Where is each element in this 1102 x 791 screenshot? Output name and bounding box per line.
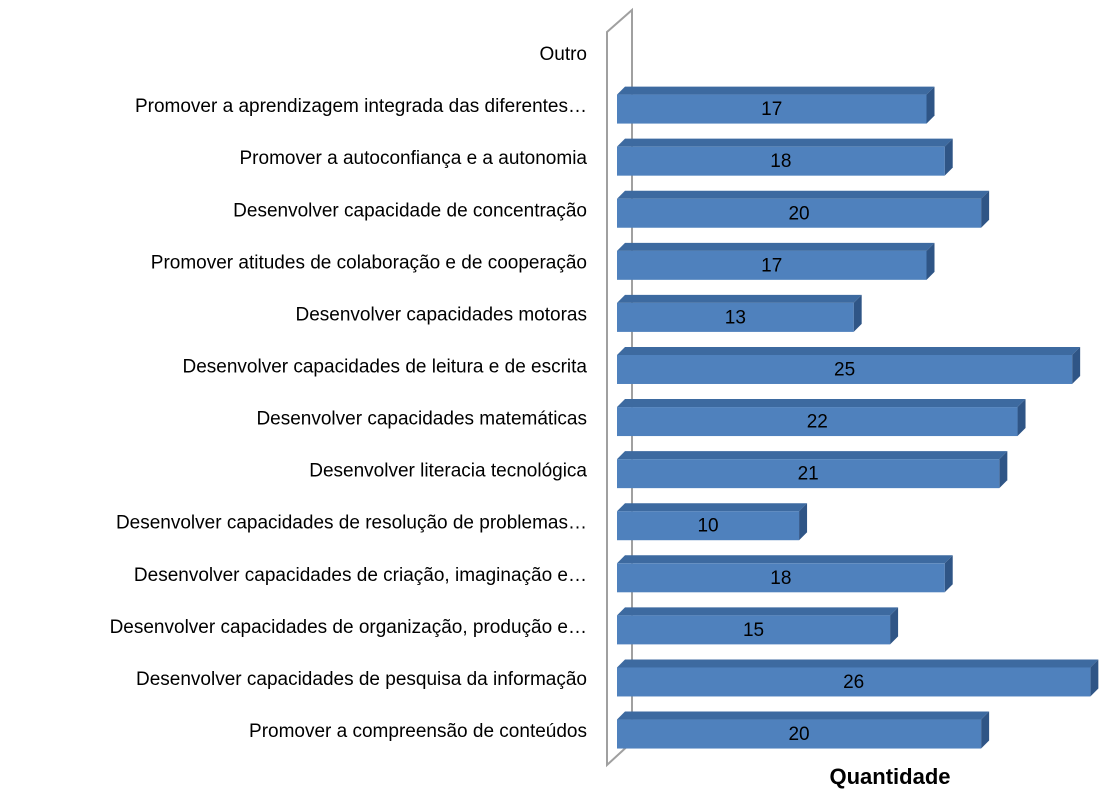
y-tick-label: Promover a aprendizagem integrada das di… [135, 96, 587, 117]
y-tick-label: Desenvolver capacidades de resolução de … [116, 513, 587, 534]
bar [617, 615, 891, 645]
bar [617, 302, 854, 332]
bar-top [617, 607, 899, 616]
bar-side [799, 503, 808, 541]
x-axis-title: Quantidade [829, 764, 950, 789]
bar [617, 719, 982, 749]
bar-side [1072, 346, 1081, 384]
y-tick-label: Outro [539, 44, 587, 65]
data-label: 26 [843, 672, 864, 693]
bar-top [617, 659, 1099, 668]
data-label: 22 [807, 412, 828, 433]
data-label: 20 [788, 203, 809, 224]
bar-top [617, 346, 1081, 355]
data-label: 18 [770, 151, 791, 172]
bar-top [617, 711, 990, 720]
bar-top [617, 242, 935, 251]
bar [617, 563, 945, 593]
y-tick-label: Promover a autoconfiança e a autonomia [240, 148, 588, 169]
bar-top [617, 451, 1008, 460]
y-tick-label: Desenvolver capacidades de leitura e de … [182, 356, 587, 377]
y-tick-label: Desenvolver capacidades de organização, … [110, 617, 587, 638]
data-label: 17 [761, 99, 782, 120]
bar-top [617, 555, 953, 564]
y-tick-label: Promover atitudes de colaboração e de co… [151, 252, 587, 273]
bar-top [617, 294, 862, 303]
bar-top [617, 138, 953, 147]
bar-side [926, 242, 935, 280]
bar [617, 146, 945, 176]
bar [617, 354, 1073, 384]
data-label: 17 [761, 255, 782, 276]
bar-side [981, 711, 990, 749]
data-label: 25 [834, 359, 855, 380]
data-label: 15 [743, 620, 764, 641]
data-label: 20 [788, 724, 809, 745]
bar-side [999, 451, 1008, 489]
bar-side [926, 86, 935, 124]
data-label: 21 [798, 464, 819, 485]
bar [617, 407, 1018, 437]
bar [617, 667, 1091, 697]
bar-top [617, 86, 935, 95]
bar [617, 94, 927, 124]
bar [617, 198, 982, 228]
bar-side [944, 555, 953, 593]
bar-top [617, 399, 1026, 408]
bar-side [853, 294, 862, 332]
y-tick-label: Desenvolver capacidades de criação, imag… [134, 565, 587, 586]
bar [617, 459, 1000, 489]
y-tick-label: Desenvolver capacidade de concentração [233, 200, 587, 221]
bar-side [890, 607, 899, 645]
y-tick-label: Desenvolver capacidades motoras [296, 304, 588, 325]
y-tick-label: Promover a compreensão de conteúdos [249, 721, 587, 742]
y-tick-label: Desenvolver literacia tecnológica [309, 461, 587, 482]
bar-side [944, 138, 953, 176]
y-tick-label: Desenvolver capacidades matemáticas [256, 409, 587, 430]
bar [617, 250, 927, 280]
bar-side [1017, 399, 1026, 437]
bar [617, 511, 800, 541]
bar-side [981, 190, 990, 228]
y-tick-label: Desenvolver capacidades de pesquisa da i… [136, 669, 587, 690]
data-label: 13 [725, 307, 746, 328]
bar-top [617, 503, 808, 512]
bar-top [617, 190, 990, 199]
bar-side [1090, 659, 1099, 697]
data-label: 18 [770, 568, 791, 589]
data-label: 10 [697, 516, 718, 537]
